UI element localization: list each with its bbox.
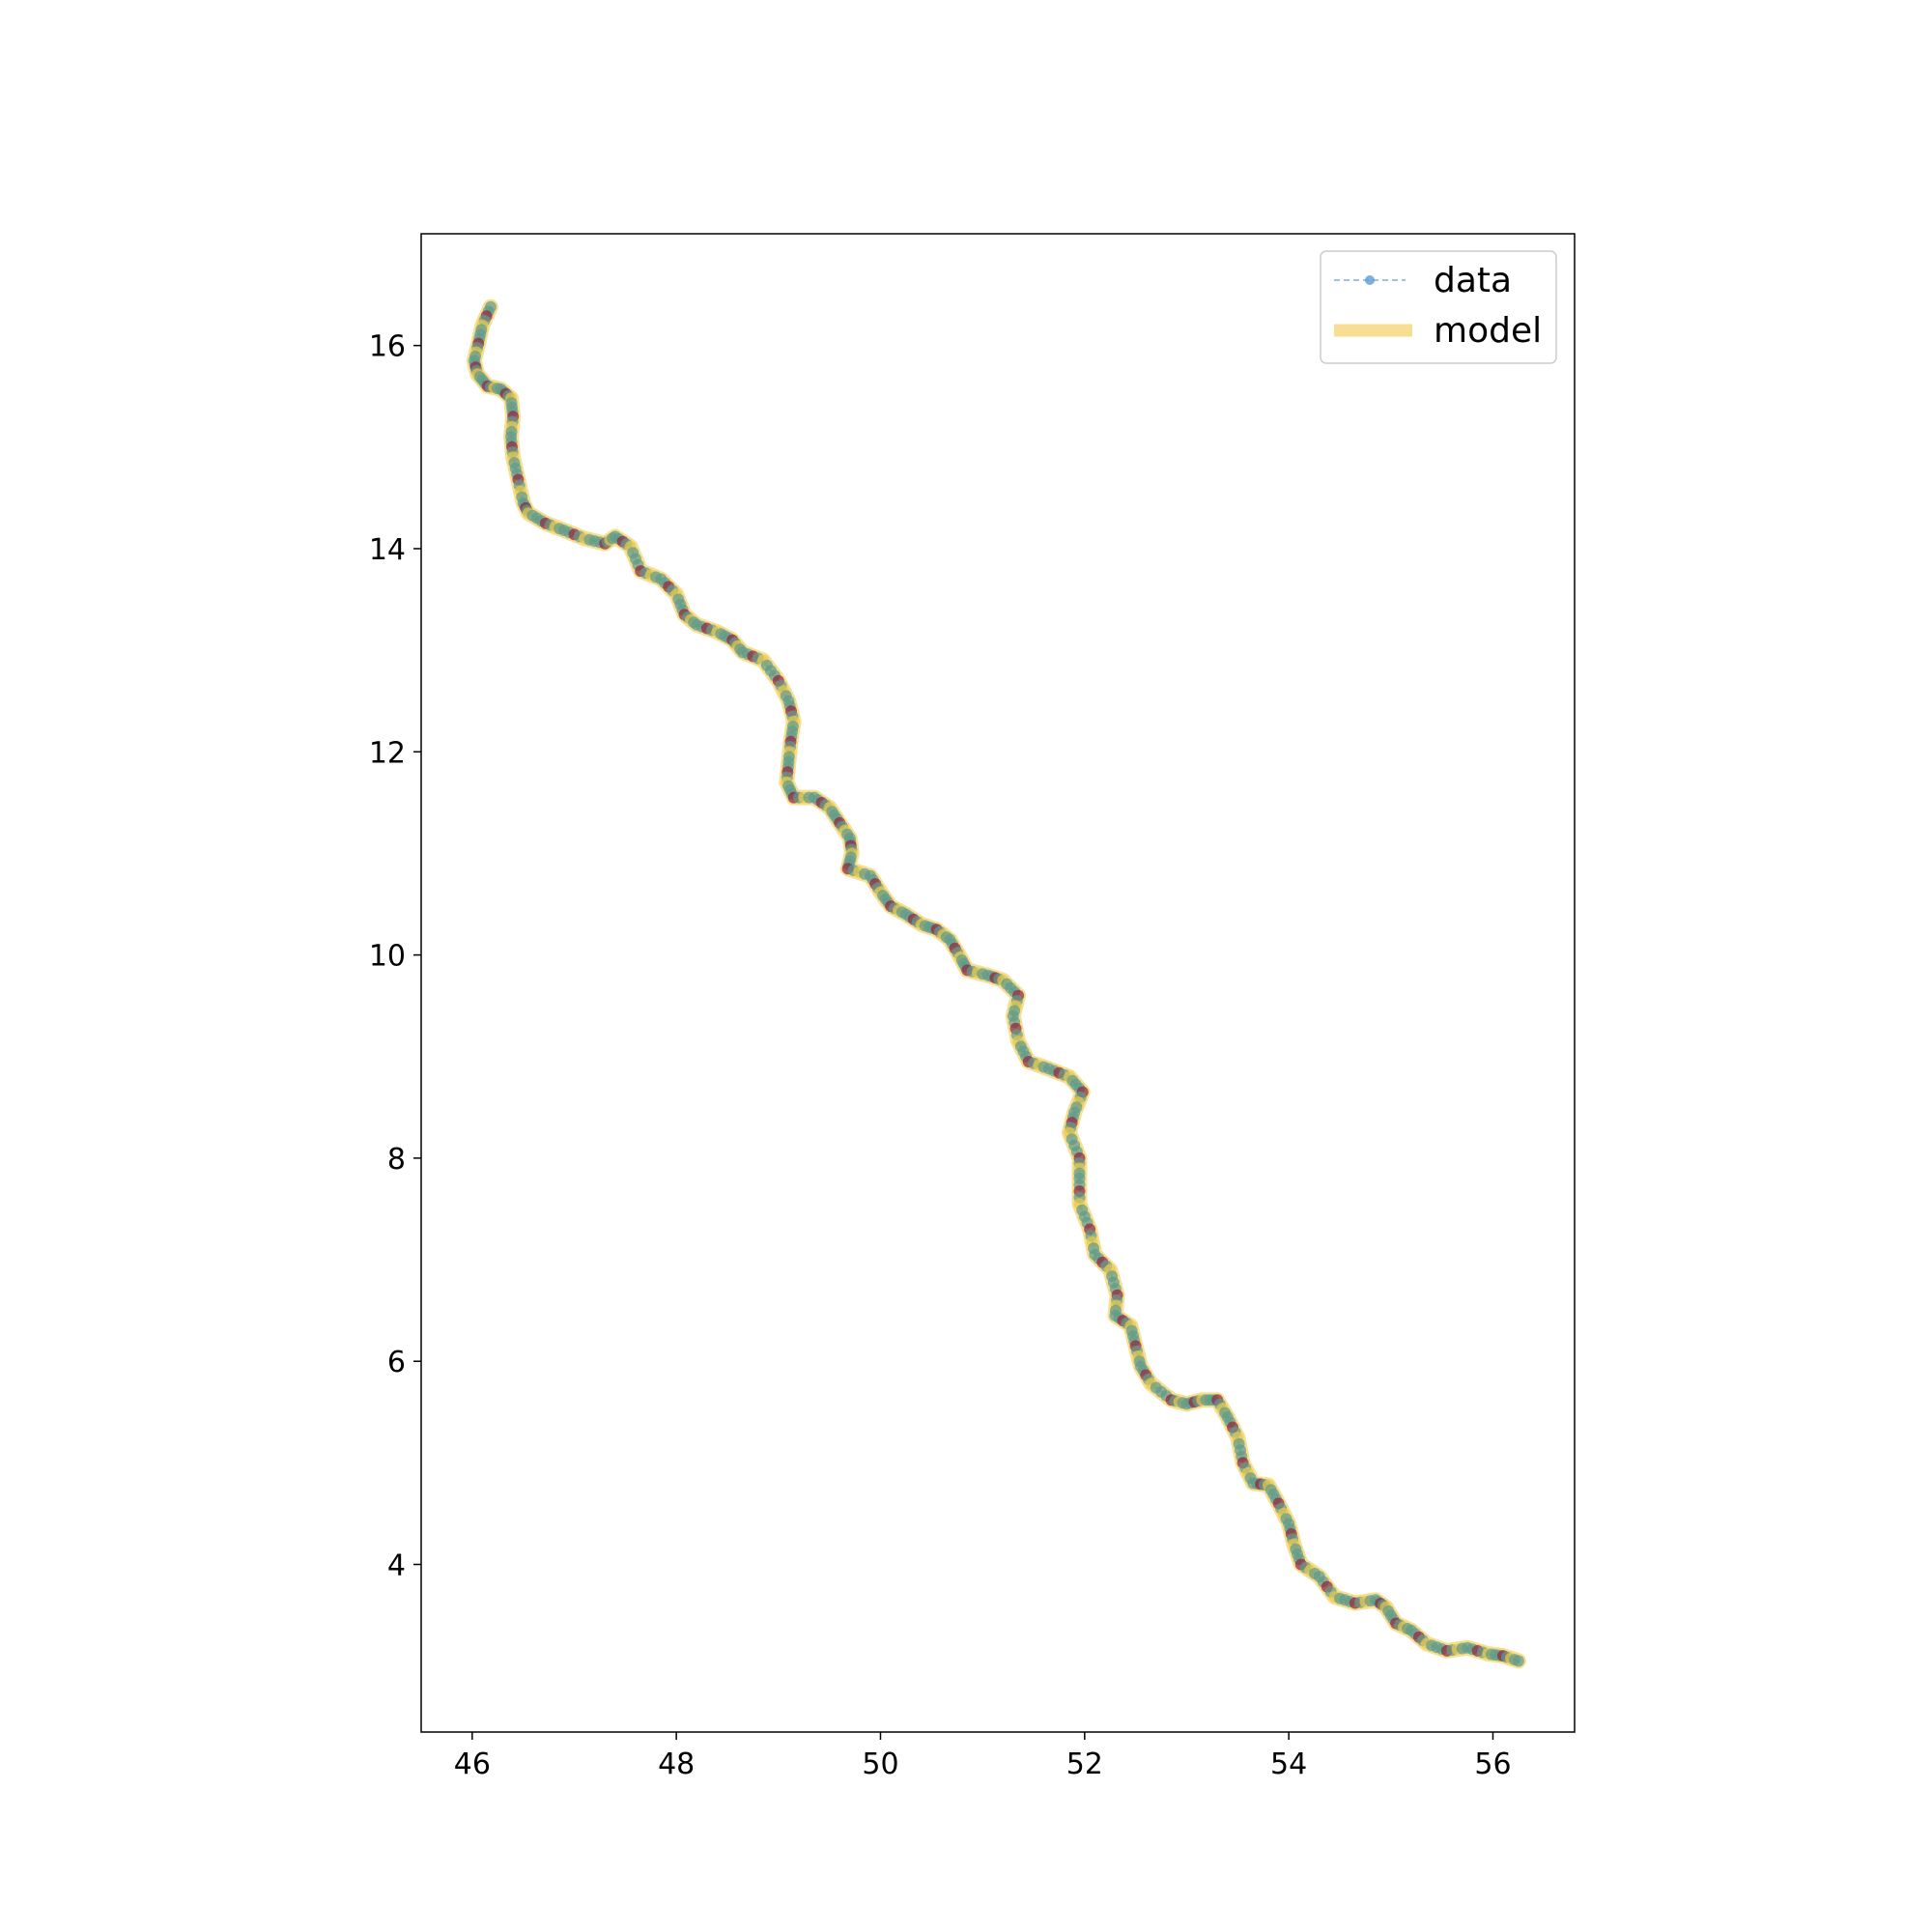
y-tick-label: 10	[369, 940, 406, 974]
x-tick-label: 46	[454, 1747, 491, 1781]
plot-frame	[420, 233, 1576, 1733]
y-tick-label: 6	[387, 1346, 406, 1379]
x-tick-label: 56	[1474, 1747, 1511, 1781]
x-axis: 46 48 50 52 54 56	[454, 1732, 1512, 1781]
y-tick-label: 4	[387, 1548, 406, 1582]
legend-label-model: model	[1434, 311, 1542, 351]
legend: data model	[1320, 250, 1557, 364]
data-point	[1512, 1655, 1524, 1667]
y-tick-label: 14	[369, 533, 406, 567]
y-tick-label: 16	[369, 330, 406, 364]
legend-data-marker	[1365, 275, 1375, 285]
x-tick-label: 52	[1066, 1747, 1103, 1781]
data-series	[468, 300, 1524, 1667]
x-tick-label: 54	[1270, 1747, 1307, 1781]
legend-label-data: data	[1434, 261, 1512, 300]
x-tick-label: 48	[658, 1747, 695, 1781]
y-axis: 4 6 8 10 12 14 16	[369, 330, 421, 1582]
y-tick-label: 8	[387, 1143, 406, 1177]
y-tick-label: 12	[369, 736, 406, 770]
x-tick-label: 50	[862, 1747, 898, 1781]
